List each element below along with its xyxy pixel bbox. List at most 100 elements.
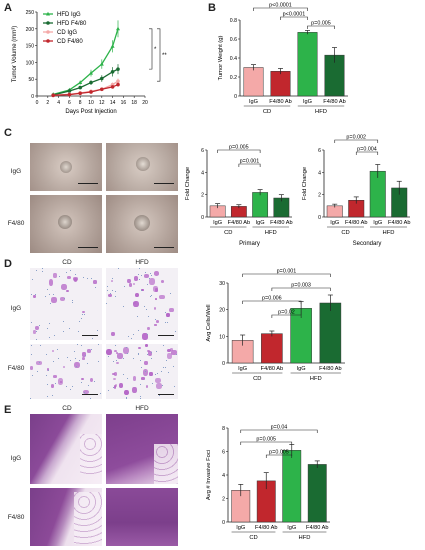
bar — [326, 205, 343, 218]
pore-dot — [36, 371, 38, 373]
stained-cell — [62, 365, 65, 368]
group-label: CD — [341, 230, 349, 236]
sig-label: p=0.02 — [278, 310, 295, 316]
c-row-label-igg: IgG — [10, 168, 22, 175]
pore-dot — [109, 293, 111, 295]
x-tick-label: F4/80 Ab — [228, 220, 250, 226]
sig-bracket — [238, 163, 261, 167]
pore-dot — [31, 279, 33, 281]
stained-cell — [89, 377, 94, 383]
bar — [319, 302, 342, 364]
data-point — [78, 91, 82, 96]
pore-dot — [52, 361, 54, 363]
sig-bracket — [253, 7, 308, 11]
pore-dot — [108, 389, 110, 391]
pore-dot — [150, 351, 152, 353]
stained-cell — [155, 319, 160, 324]
y-tick-label: 0 — [234, 94, 237, 100]
y-tick-label: 50 — [28, 77, 34, 83]
pore-dot — [86, 277, 88, 279]
pore-dot — [141, 274, 143, 276]
y-tick-label: 4 — [222, 473, 225, 479]
stained-cell — [153, 306, 157, 311]
stained-cell — [74, 361, 80, 369]
stained-cell — [113, 372, 118, 377]
stained-cell — [93, 280, 97, 284]
stained-cell — [112, 372, 115, 376]
pore-dot — [91, 337, 93, 339]
pore-dot — [127, 352, 129, 354]
stained-cell — [114, 349, 118, 353]
stained-cell — [123, 346, 130, 355]
group-label: CD — [249, 535, 257, 541]
pore-dot — [148, 278, 150, 280]
panel-letter-d: D — [4, 258, 12, 270]
legend-label: HFD F4/80 — [57, 21, 87, 27]
pore-dot — [161, 384, 163, 386]
y-tick-label: 0 — [201, 215, 204, 221]
stained-cell — [50, 384, 55, 388]
pore-dot — [49, 336, 51, 338]
stained-cell — [113, 385, 117, 389]
stained-cell — [170, 348, 173, 352]
x-tick-label: IgG — [238, 366, 247, 372]
stained-cell — [81, 356, 85, 360]
stained-cell — [128, 283, 132, 287]
pore-dot — [69, 269, 71, 271]
sphere-icon — [60, 161, 72, 173]
stained-cell — [81, 311, 85, 314]
stained-cell — [165, 312, 170, 317]
stained-cell — [106, 348, 113, 356]
pore-dot — [156, 373, 158, 375]
y-tick-label: 0 — [31, 94, 34, 100]
x-tick-label: F4/80 Ab — [323, 99, 345, 105]
x-tick-label: IgG — [256, 220, 265, 226]
pore-dot — [30, 397, 32, 399]
stained-cell — [66, 289, 70, 292]
pore-dot — [62, 330, 64, 332]
y-tick-label: 0 — [318, 215, 321, 221]
pore-dot — [146, 283, 148, 285]
pore-dot — [162, 345, 164, 347]
d-col-label-cd: CD — [62, 259, 72, 266]
pore-dot — [139, 268, 140, 270]
c-image-hfd-f480 — [106, 195, 178, 253]
stained-cell — [132, 386, 138, 393]
pore-dot — [74, 274, 76, 276]
pore-dot — [83, 391, 85, 393]
pore-dot — [132, 358, 134, 360]
pore-dot — [35, 331, 37, 333]
pore-dot — [49, 293, 51, 295]
x-tick-label: 4 — [57, 100, 60, 106]
pore-dot — [118, 268, 120, 270]
stained-cell — [152, 286, 158, 292]
stained-cell — [82, 352, 86, 357]
scale-bar — [78, 247, 98, 248]
c-image-hfd-igg — [106, 143, 178, 191]
stained-cell — [48, 279, 54, 286]
y-tick-label: 8 — [222, 426, 225, 432]
chart-c-secondary: 0 2 4 6 Fold Change IgG F4/80 Ab IgG F4/80 Ab CD H… — [302, 135, 410, 248]
pore-dot — [126, 378, 128, 380]
data-point — [89, 70, 93, 75]
pore-dot — [30, 293, 32, 295]
stained-cell — [53, 273, 57, 278]
adipose-texture — [154, 444, 178, 484]
legend-label: CD F4/80 — [57, 39, 83, 45]
stained-cell — [144, 360, 148, 365]
data-point — [116, 67, 120, 71]
x-tick-label: IgG — [297, 366, 306, 372]
x-tick-label: F4/80 Ab — [345, 220, 367, 226]
stained-cell — [147, 326, 151, 331]
pore-dot — [137, 274, 139, 276]
bar — [270, 71, 291, 97]
y-axis-label: Tumor Volume (mm³) — [12, 26, 18, 82]
pore-dot — [165, 367, 167, 369]
chart-b-tumor-weight: 0 0.2 0.4 0.6 0.8 Tumor Weight (g) IgG F4/80 Ab… — [218, 3, 348, 115]
pore-dot — [30, 322, 32, 324]
sig-label: p=0.006 — [262, 296, 282, 302]
pore-dot — [125, 396, 127, 398]
pore-dot — [45, 296, 47, 298]
pore-dot — [39, 325, 40, 327]
stained-cell — [166, 348, 172, 353]
